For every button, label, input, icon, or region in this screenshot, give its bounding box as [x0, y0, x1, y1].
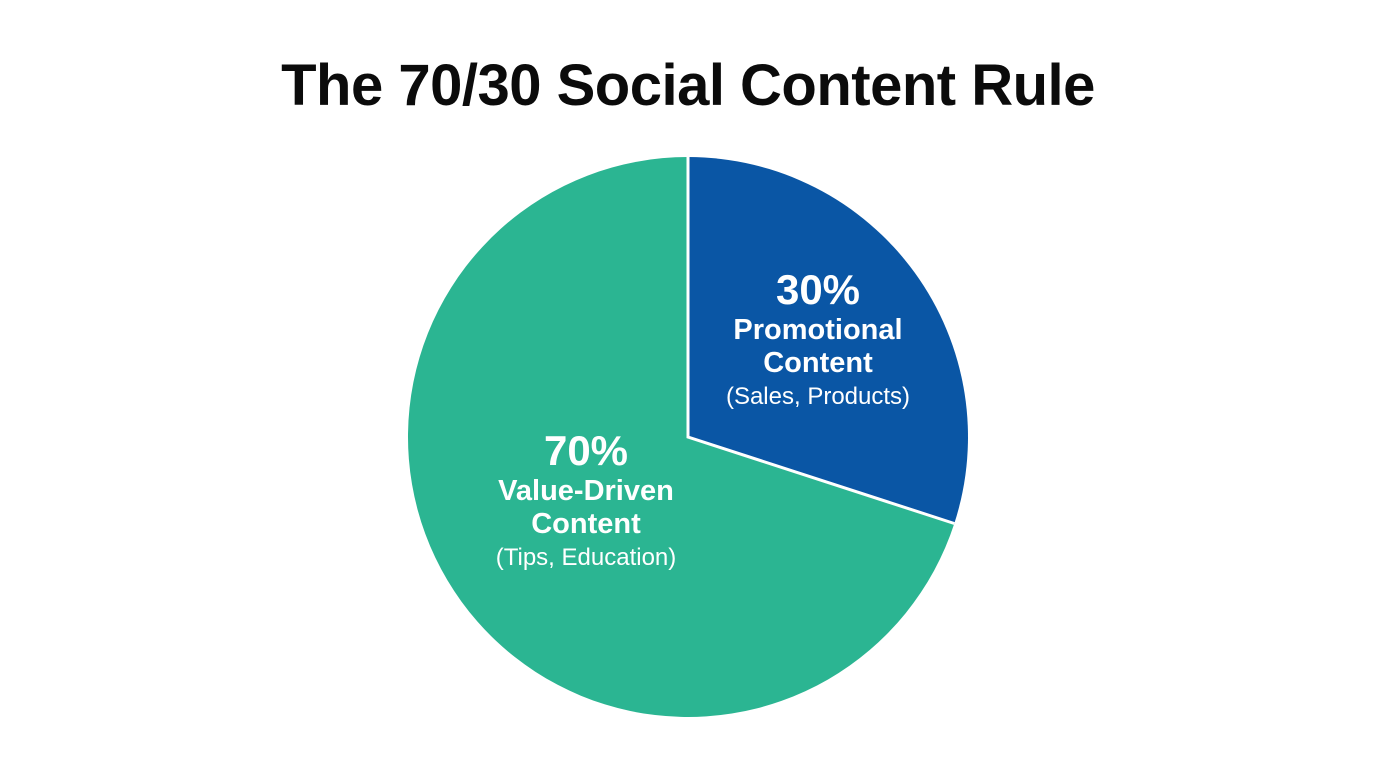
- value-name-line1: Value-Driven: [498, 475, 674, 507]
- promo-name-line1: Promotional: [733, 314, 903, 346]
- value-detail: (Tips, Education): [495, 544, 677, 571]
- chart-title: The 70/30 Social Content Rule: [281, 53, 1095, 118]
- slice-divider: [686, 157, 955, 525]
- promo-name-line2: Content: [763, 347, 873, 379]
- slice-promotional: [688, 157, 968, 524]
- value-percent: 70%: [543, 427, 629, 474]
- value-label: 70% Value-Driven Content (Tips, Educatio…: [496, 427, 677, 575]
- slice-value-driven: [407, 157, 955, 717]
- promo-detail: (Sales, Products): [725, 383, 911, 410]
- promo-label: 30% Promotional Content (Sales, Products…: [726, 266, 910, 414]
- value-name-line2: Content: [531, 508, 641, 540]
- promo-percent: 30%: [775, 266, 861, 313]
